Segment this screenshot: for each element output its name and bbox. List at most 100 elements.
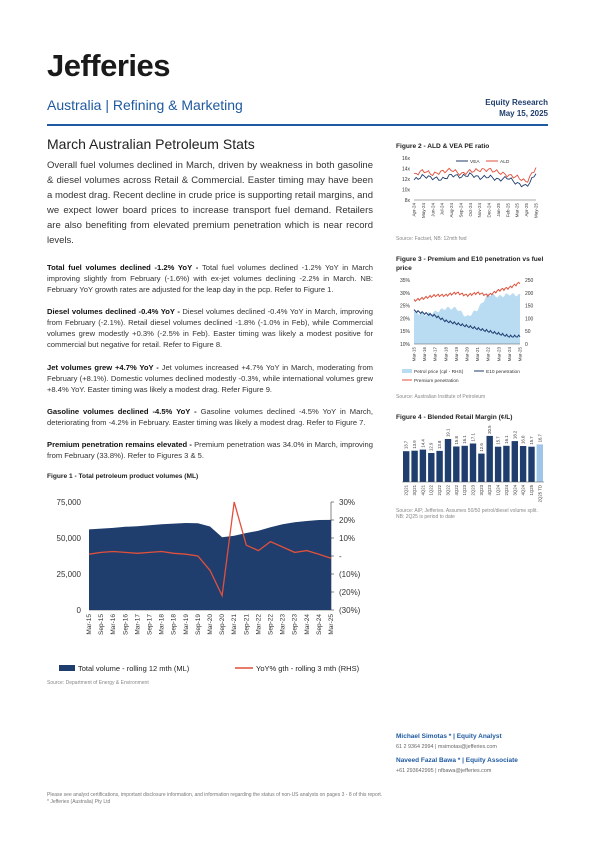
fig2-x-tick: May-25 bbox=[534, 203, 539, 219]
fig3-legend-premium: Premium penetration bbox=[414, 378, 459, 384]
fig4-x-tick: 3Q23 bbox=[479, 484, 484, 495]
fig1-x-tick: Mar-20 bbox=[207, 614, 214, 635]
paragraph-body: Jet volumes increased +4.7% YoY in March… bbox=[47, 363, 373, 394]
paragraph-heading: Premium penetration remains elevated - bbox=[47, 440, 195, 449]
fig1-x-tick: Mar-21 bbox=[231, 614, 238, 635]
fig2-chart: 16x 14x 12x 10x 8x VEA ALD Apr-24 May-24 Jun-24 Ju… bbox=[402, 156, 539, 219]
fig1-x-tick: Mar-17 bbox=[134, 614, 141, 635]
fig4-x-tick: 1Q24 bbox=[496, 484, 501, 495]
analyst-name[interactable]: Naveed Fazal Bawa * bbox=[396, 757, 461, 764]
fig2-x-tick: Apr-24 bbox=[412, 203, 417, 217]
fig4-bar bbox=[536, 444, 543, 482]
fig3-x-tick: Mar-18 bbox=[443, 347, 448, 362]
paragraph-body: Total fuel volumes declined -1.2% YoY in… bbox=[47, 263, 373, 294]
fig3-yright-tick: 150 bbox=[525, 304, 534, 310]
fig3-yleft-tick: 25% bbox=[400, 304, 411, 310]
fig2-y-tick: 16x bbox=[402, 156, 411, 162]
fig2-y-tick: 8x bbox=[405, 198, 411, 204]
fig4-bar bbox=[528, 446, 535, 482]
analyst-contact[interactable]: 61 2 9364 2994 | msimotas@jefferies.com bbox=[396, 744, 497, 750]
fig4-bar bbox=[411, 450, 418, 482]
fig1-x-tick: Mar-23 bbox=[280, 614, 287, 635]
fig3-title: Figure 3 - Premium and E10 penetration v… bbox=[396, 256, 544, 272]
fig2-x-tick: Jul-24 bbox=[440, 203, 445, 216]
fig1-x-tick: Sep-24 bbox=[316, 614, 323, 635]
fig3-yright-tick: 250 bbox=[525, 278, 534, 284]
fig4-bar bbox=[503, 445, 510, 482]
fig3-yleft-tick: 20% bbox=[400, 316, 411, 322]
paragraph-heading: Gasoline volumes declined -4.5% YoY - bbox=[47, 407, 201, 416]
fig2-y-tick: 10x bbox=[402, 188, 411, 194]
fig4-x-tick: 2Q21 bbox=[404, 484, 409, 495]
fig1-x-tick: Sep-22 bbox=[268, 614, 275, 635]
fig2-title: Figure 2 - ALD & VEA PE ratio bbox=[396, 143, 490, 150]
fig3-yright-tick: 200 bbox=[525, 291, 534, 297]
fig1-x-tick: Mar-18 bbox=[159, 614, 166, 635]
fig3-x-tick: Mar-24 bbox=[507, 347, 512, 362]
fig2-source: Source: Factset, NB: 12mth fwd bbox=[396, 236, 467, 242]
fig1-x-tick: Mar-25 bbox=[328, 614, 335, 635]
report-title: March Australian Petroleum Stats bbox=[47, 136, 255, 152]
fig1-title: Figure 1 - Total petroleum product volum… bbox=[47, 473, 199, 480]
footer-disclosure[interactable]: Please see analyst certifications, impor… bbox=[47, 792, 383, 798]
fig4-data-label: 16.7 bbox=[537, 433, 542, 442]
fig1-chart: 75,000 50,000 25,000 0 30% 20% 10% - (10%) (20%) (… bbox=[57, 498, 361, 673]
fig2-x-tick: Jan-25 bbox=[496, 203, 501, 217]
fig1-legend-swatch-total bbox=[59, 665, 75, 671]
analyst-block-1: Michael Simotas * | Equity Analyst 61 2 … bbox=[396, 732, 548, 752]
fig3-legend-e10: E10 penetration bbox=[486, 369, 520, 375]
fig4-data-label: 13.8 bbox=[437, 440, 442, 449]
fig4-data-label: 15.8 bbox=[454, 435, 459, 444]
report-date: May 15, 2025 bbox=[499, 109, 548, 118]
fig2-x-tick: Dec-24 bbox=[487, 203, 492, 218]
fig3-source: Source: Australian Institute of Petroleu… bbox=[396, 394, 486, 400]
analyst-name[interactable]: Michael Simotas * bbox=[396, 733, 452, 740]
paragraph-heading: Total fuel volumes declined -1.2% YoY - bbox=[47, 263, 202, 272]
paragraph-heading: Jet volumes grew +4.7% YoY - bbox=[47, 363, 162, 372]
fig1-x-tick: Mar-15 bbox=[86, 614, 93, 635]
analyst-role: | Equity Associate bbox=[460, 757, 518, 764]
paragraph-gasoline: Gasoline volumes declined -4.5% YoY - Ga… bbox=[47, 406, 373, 428]
fig4-x-tick: 2Q22 bbox=[437, 484, 442, 495]
fig3-line-e10 bbox=[413, 309, 521, 338]
fig4-bar bbox=[436, 450, 443, 482]
fig1-x-tick: Sep-15 bbox=[98, 614, 105, 635]
paragraph-body: Diesel volumes declined -0.4% YoY in Mar… bbox=[47, 307, 373, 349]
fig3-x-tick: Mar-20 bbox=[465, 347, 470, 362]
fig4-data-label: 19.1 bbox=[445, 428, 450, 437]
fig3-x-tick: Mar-17 bbox=[433, 347, 438, 362]
report-meta: Equity Research May 15, 2025 bbox=[485, 97, 548, 119]
fig4-bar bbox=[519, 446, 527, 482]
fig1-yright-tick: (10%) bbox=[339, 570, 361, 579]
fig2-x-tick: Aug-24 bbox=[449, 203, 454, 218]
fig2-x-tick: Jun-24 bbox=[430, 203, 435, 217]
fig4-data-label: 13.7 bbox=[404, 440, 409, 449]
fig4-x-tick: 1Q23 bbox=[462, 484, 467, 495]
fig3-yright-tick: 100 bbox=[525, 316, 534, 322]
fig1-x-tick: Mar-22 bbox=[255, 614, 262, 635]
fig1-yright-tick: 20% bbox=[339, 516, 355, 525]
fig4-data-label: 16.0 bbox=[521, 435, 526, 444]
fig3-legend-price: Petrol price (cpl - RHS) bbox=[414, 369, 464, 375]
fig1-x-tick: Sep-18 bbox=[171, 614, 178, 635]
fig4-bar bbox=[469, 443, 477, 482]
fig4-x-tick: 3Q22 bbox=[445, 484, 450, 495]
fig4-data-label: 16.1 bbox=[504, 435, 509, 444]
fig4-chart: 13.7 2Q21 13.9 3Q21 14.4 4Q21 12.9 1Q22 13.8 2Q22… bbox=[402, 425, 544, 502]
fig3-x-tick: Mar-23 bbox=[496, 347, 501, 362]
fig1-legend-yoy: YoY% gth - rolling 3 mth (RHS) bbox=[256, 664, 360, 673]
paragraph-heading: Diesel volumes declined -0.4% YoY - bbox=[47, 307, 183, 316]
fig1-line-yoy-growth bbox=[88, 501, 332, 598]
analyst-contact[interactable]: +61 293642995 | nfbawa@jefferies.com bbox=[396, 768, 492, 774]
paragraph-premium: Premium penetration remains elevated - P… bbox=[47, 439, 373, 461]
fig1-x-tick: Sep-17 bbox=[147, 614, 154, 635]
fig1-yright-tick: (30%) bbox=[339, 606, 361, 615]
fig3-yleft-tick: 10% bbox=[400, 342, 411, 348]
fig3-x-tick: Mar-15 bbox=[412, 347, 417, 362]
fig1-yleft-tick: 25,000 bbox=[57, 570, 82, 579]
fig2-x-tick: Mar-25 bbox=[515, 203, 520, 218]
fig2-line-ald bbox=[413, 167, 537, 183]
fig1-yright-tick: (20%) bbox=[339, 588, 361, 597]
fig1-yright-tick: 10% bbox=[339, 534, 355, 543]
fig3-yright-tick: 0 bbox=[525, 342, 528, 348]
